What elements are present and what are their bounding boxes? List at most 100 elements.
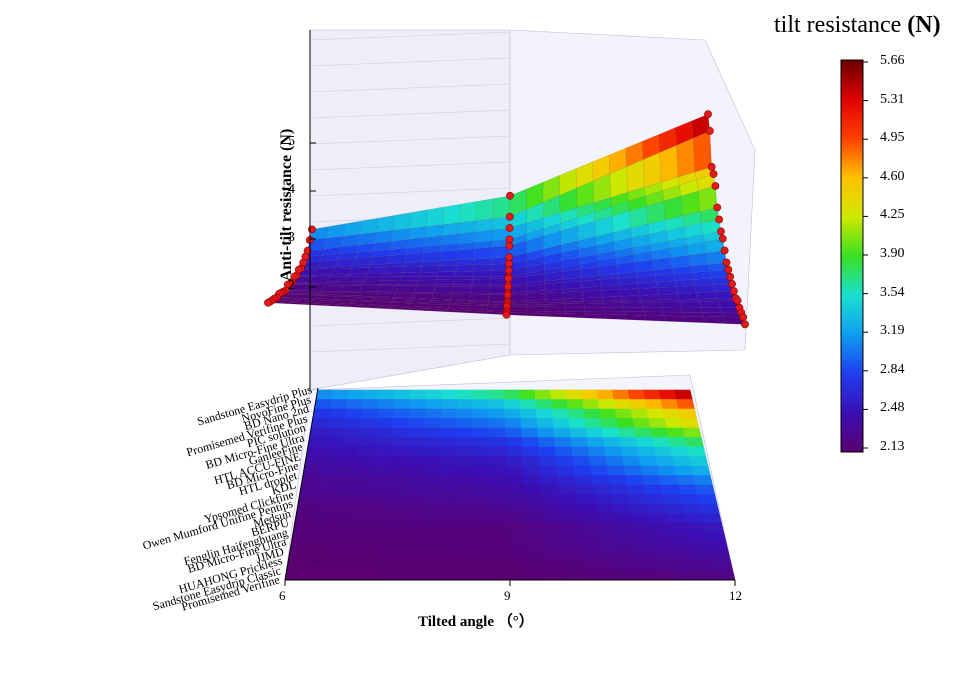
contour-cell xyxy=(600,551,621,562)
contour-cell xyxy=(576,494,596,505)
contour-cell xyxy=(417,541,437,552)
surface-cell xyxy=(439,249,458,262)
contour-cell xyxy=(339,446,358,457)
contour-cell xyxy=(472,522,491,533)
data-point xyxy=(504,274,513,283)
contour-cell xyxy=(323,560,344,571)
contour-cell xyxy=(546,570,567,581)
contour-cell xyxy=(620,570,642,581)
contour-cell xyxy=(489,494,508,505)
contour-cell xyxy=(435,560,455,571)
contour-cell xyxy=(360,560,381,571)
contour-cell xyxy=(319,465,339,476)
contour-cell xyxy=(535,399,553,410)
contour-cell xyxy=(338,456,357,467)
contour-cell xyxy=(415,570,436,581)
contour-cell xyxy=(507,513,527,524)
contour-cell xyxy=(456,408,474,419)
contour-cell xyxy=(544,532,564,543)
contour-cell xyxy=(538,446,557,457)
contour-cell xyxy=(559,503,579,514)
contour-cell xyxy=(582,560,603,571)
contour-cell xyxy=(581,389,599,400)
surface-cell xyxy=(458,220,477,234)
contour-cell xyxy=(418,522,438,533)
contour-cell xyxy=(692,475,713,486)
contour-cell xyxy=(390,427,409,438)
contour-cell xyxy=(556,465,575,476)
contour-cell xyxy=(330,399,349,410)
contour-cell xyxy=(662,494,683,505)
contour-cell xyxy=(489,456,507,467)
contour-cell xyxy=(345,532,366,543)
contour-cell xyxy=(374,427,393,438)
contour-cell xyxy=(586,437,605,448)
contour-cell xyxy=(423,437,441,448)
contour-cell xyxy=(681,503,703,514)
data-point xyxy=(505,253,514,262)
data-point xyxy=(704,110,712,119)
surface-cell xyxy=(380,280,401,285)
contour-cell xyxy=(289,541,311,552)
contour-cell xyxy=(286,560,308,571)
contour-cell xyxy=(330,513,350,524)
contour-cell xyxy=(567,408,586,419)
surface-cell xyxy=(472,270,492,277)
contour-cell xyxy=(596,522,617,533)
contour-cell xyxy=(455,475,474,486)
data-point xyxy=(717,227,725,236)
contour-cell xyxy=(343,551,364,562)
contour-cell xyxy=(506,475,525,486)
surface-cell xyxy=(585,313,607,319)
contour-cell xyxy=(536,418,554,429)
contour-cell xyxy=(644,399,664,410)
contour-cell xyxy=(454,503,474,514)
contour-cell xyxy=(371,456,390,467)
surface-cell xyxy=(545,306,566,312)
contour-cell xyxy=(299,484,319,495)
contour-cell xyxy=(537,427,555,438)
contour-cell xyxy=(331,503,351,514)
contour-cell xyxy=(375,418,394,429)
contour-cell xyxy=(504,418,522,429)
contour-cell xyxy=(537,437,556,448)
surface-cell xyxy=(701,312,724,318)
surface-cell xyxy=(584,306,605,312)
contour-cell xyxy=(456,427,474,438)
surface-cell xyxy=(565,311,586,315)
contour-cell xyxy=(660,484,681,495)
colorbar-tick-label: 5.31 xyxy=(880,91,905,107)
contour-cell xyxy=(454,494,474,505)
contour-cell xyxy=(615,408,634,419)
data-point xyxy=(739,313,748,322)
contour-cell xyxy=(455,484,474,495)
contour-cell xyxy=(297,494,318,505)
surface-cell xyxy=(454,270,474,277)
data-point xyxy=(505,241,514,250)
contour-cell xyxy=(519,389,536,400)
contour-cell xyxy=(306,551,327,562)
surface-cell xyxy=(622,302,643,308)
contour-cell xyxy=(389,446,408,457)
contour-cell xyxy=(583,570,605,581)
contour-cell xyxy=(610,494,631,505)
data-point xyxy=(504,266,513,275)
contour-cell xyxy=(524,494,543,505)
contour-cell xyxy=(315,494,335,505)
surface-cell xyxy=(456,248,476,261)
surface-cell xyxy=(658,293,679,301)
contour-cell xyxy=(657,465,677,476)
surface-cell xyxy=(418,276,438,281)
surface-cell xyxy=(641,301,663,308)
contour-cell xyxy=(654,551,676,562)
contour-cell xyxy=(472,532,492,543)
contour-cell xyxy=(422,456,440,467)
contour-cell xyxy=(601,427,621,438)
contour-cell xyxy=(561,532,582,543)
surface-cell xyxy=(392,212,412,231)
surface-cell xyxy=(340,285,362,292)
contour-cell xyxy=(577,503,597,514)
contour-cell xyxy=(377,399,395,410)
surface-cell xyxy=(643,311,665,316)
surface-cell xyxy=(619,288,640,297)
